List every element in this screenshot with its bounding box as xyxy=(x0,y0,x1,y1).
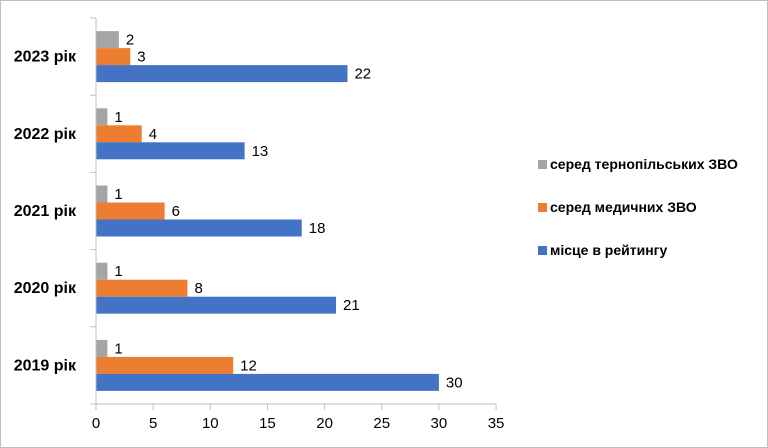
legend-swatch xyxy=(538,246,547,255)
data-label: 18 xyxy=(309,220,326,237)
bar-серед-тернопільських-ЗВО-2023-рік xyxy=(96,31,119,49)
bar-місце-в-рейтингу-2020-рік xyxy=(96,296,337,314)
legend-label: серед медичних ЗВО xyxy=(550,199,697,215)
bar-місце-в-рейтингу-2019-рік xyxy=(96,373,439,391)
bar-серед-медичних-ЗВО-2019-рік xyxy=(96,356,234,374)
x-tick-label: 0 xyxy=(92,415,100,432)
x-tick-label: 35 xyxy=(488,415,505,432)
data-label: 12 xyxy=(240,357,257,374)
bar-серед-медичних-ЗВО-2021-рік xyxy=(96,202,165,220)
data-label: 21 xyxy=(343,297,360,314)
x-tick-label: 25 xyxy=(373,415,390,432)
bar-серед-тернопільських-ЗВО-2020-рік xyxy=(96,262,108,280)
x-tick-label: 5 xyxy=(149,415,157,432)
bar-серед-медичних-ЗВО-2022-рік xyxy=(96,125,142,143)
category-label: 2020 рік xyxy=(14,280,77,297)
x-tick-label: 20 xyxy=(316,415,333,432)
data-label: 22 xyxy=(354,66,371,83)
x-tick-label: 30 xyxy=(431,415,448,432)
data-label: 30 xyxy=(446,374,463,391)
data-label: 13 xyxy=(252,143,269,160)
legend-label: місце в рейтингу xyxy=(550,242,668,258)
data-label: 1 xyxy=(114,186,122,203)
data-label: 3 xyxy=(137,49,145,66)
bar-місце-в-рейтингу-2021-рік xyxy=(96,219,302,237)
legend-label: серед тернопільських ЗВО xyxy=(550,156,738,172)
legend: серед тернопільських ЗВО серед медичних З… xyxy=(538,156,738,258)
data-label: 8 xyxy=(194,280,202,297)
data-label: 1 xyxy=(114,340,122,357)
x-tick-label: 10 xyxy=(202,415,219,432)
data-label: 6 xyxy=(172,203,180,220)
x-tick-label: 15 xyxy=(259,415,276,432)
category-label: 2022 рік xyxy=(14,126,77,143)
bar-серед-медичних-ЗВО-2020-рік xyxy=(96,279,188,297)
legend-swatch xyxy=(538,160,547,169)
bar-серед-тернопільських-ЗВО-2021-рік xyxy=(96,185,108,203)
axis-layer xyxy=(90,17,497,410)
bar-місце-в-рейтингу-2022-рік xyxy=(96,142,245,160)
bar-місце-в-рейтингу-2023-рік xyxy=(96,65,348,83)
bar-серед-медичних-ЗВО-2023-рік xyxy=(96,48,131,66)
category-label: 2021 рік xyxy=(14,203,77,220)
data-label: 1 xyxy=(114,263,122,280)
category-label: 2023 рік xyxy=(14,49,77,66)
bar-серед-тернопільських-ЗВО-2022-рік xyxy=(96,108,108,126)
data-label: 2 xyxy=(126,32,134,49)
data-label: 1 xyxy=(114,109,122,126)
bars-layer xyxy=(96,31,439,391)
legend-swatch xyxy=(538,203,547,212)
category-label: 2019 рік xyxy=(14,357,77,374)
bar-серед-тернопільських-ЗВО-2019-рік xyxy=(96,339,108,357)
data-label: 4 xyxy=(149,126,157,143)
